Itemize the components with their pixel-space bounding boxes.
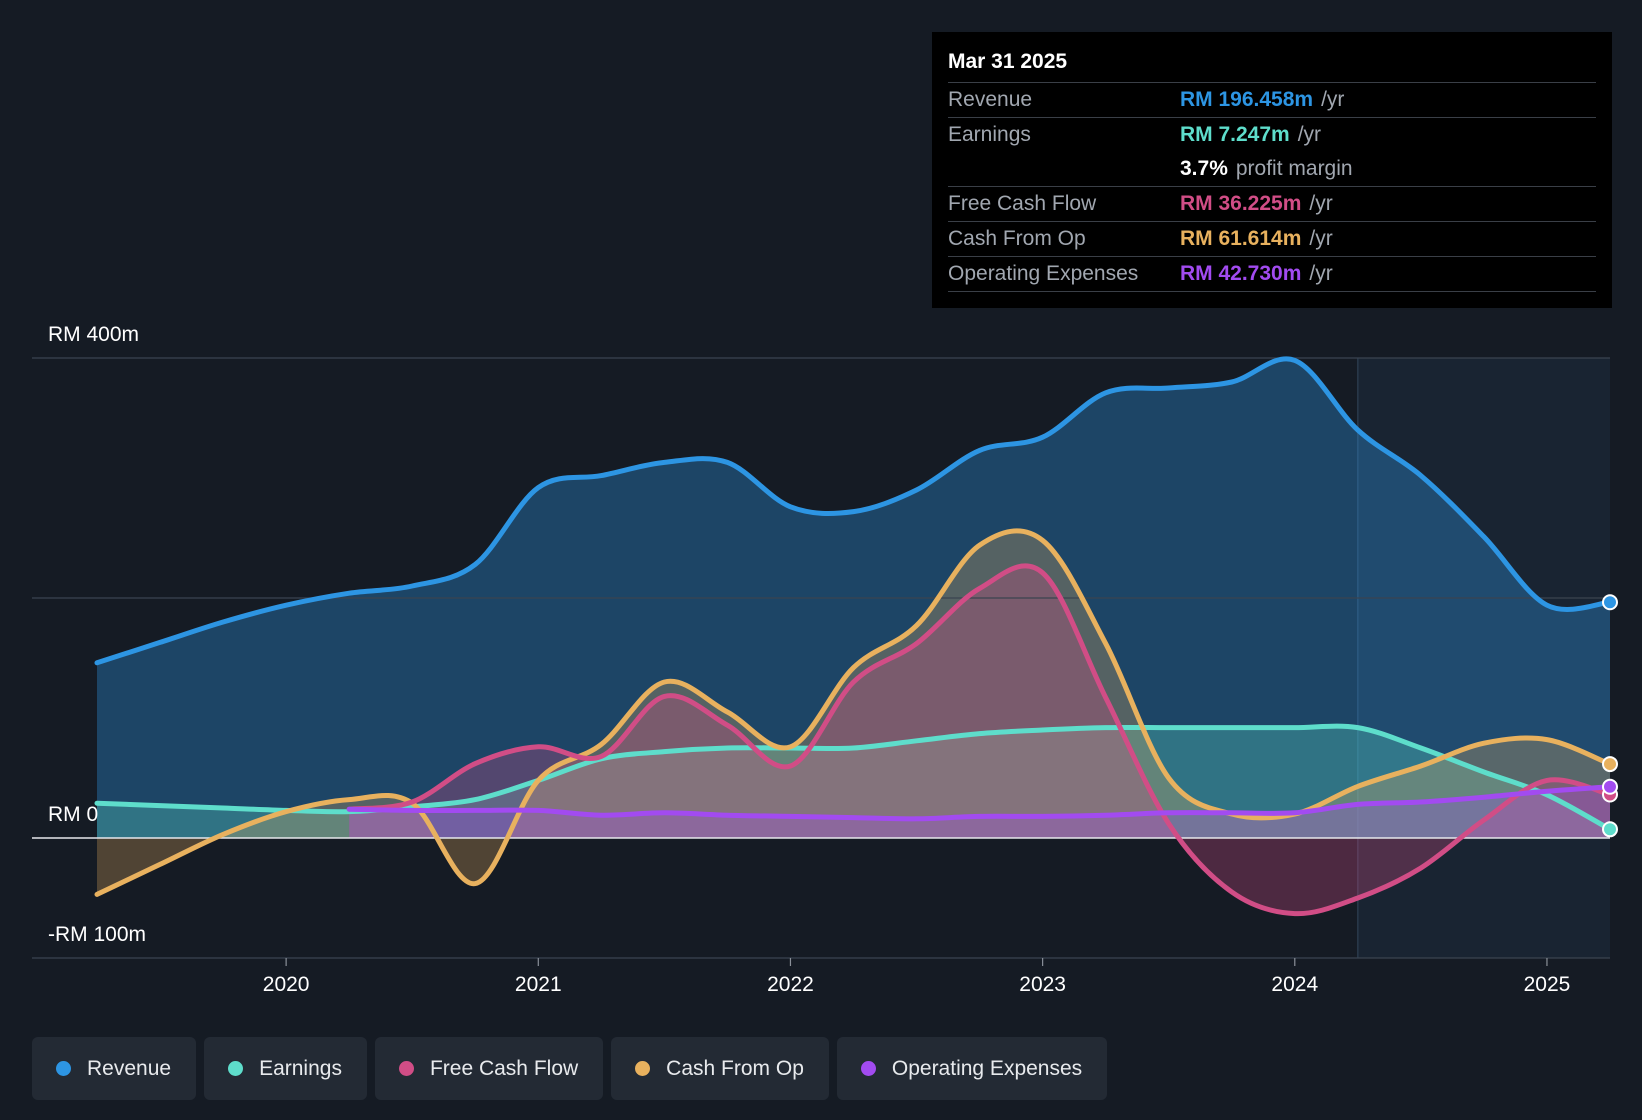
legend-label: Cash From Op <box>666 1056 804 1080</box>
legend-dot-icon <box>398 1061 414 1076</box>
cash-from-op-area <box>97 530 1610 895</box>
tooltip-value: RM 196.458m <box>1180 88 1314 111</box>
legend-item-revenue[interactable]: Revenue <box>32 1037 197 1100</box>
legend-label: Revenue <box>87 1056 172 1080</box>
operating-expenses-area <box>349 786 1611 838</box>
legend: Revenue Earnings Free Cash Flow Cash Fro… <box>32 1037 1108 1100</box>
tooltip: Mar 31 2025 Revenue RM 196.458m /yr Earn… <box>932 32 1612 308</box>
cash-from-op-end-point <box>1602 756 1618 773</box>
tooltip-value: RM 7.247m <box>1180 123 1290 146</box>
tooltip-row-operating-expenses: Operating Expenses RM 42.730m /yr <box>948 256 1596 291</box>
tooltip-date: Mar 31 2025 <box>948 50 1068 73</box>
tooltip-label: Operating Expenses <box>948 262 1139 285</box>
revenue-line <box>94 356 1613 666</box>
tooltip-divider <box>948 291 1596 292</box>
tooltip-label: Cash From Op <box>948 227 1086 250</box>
x-tick-label: 2024 <box>1271 973 1318 996</box>
free-cash-flow-line <box>346 563 1613 917</box>
tooltip-row-revenue: Revenue RM 196.458m /yr <box>948 82 1596 117</box>
y-label-top: RM 400m <box>48 323 139 346</box>
x-tick-label: 2025 <box>1524 973 1571 996</box>
tooltip-row-cash-from-op: Cash From Op RM 61.614m /yr <box>948 221 1596 256</box>
legend-item-operating-expenses[interactable]: Operating Expenses <box>836 1037 1108 1100</box>
tooltip-value: RM 61.614m <box>1180 227 1302 250</box>
tooltip-unit: /yr <box>1297 123 1322 146</box>
operating-expenses-line <box>346 784 1613 822</box>
tooltip-unit: /yr <box>1309 227 1333 250</box>
x-tick-label: 2022 <box>767 973 814 996</box>
legend-label: Earnings <box>259 1056 342 1080</box>
tooltip-unit: /yr <box>1309 192 1333 215</box>
tooltip-unit: profit margin <box>1235 157 1353 180</box>
tooltip-label: Revenue <box>948 88 1033 111</box>
legend-dot-icon <box>228 1061 244 1076</box>
y-label-bottom: -RM 100m <box>48 923 146 946</box>
legend-dot-icon <box>860 1061 876 1076</box>
legend-item-earnings[interactable]: Earnings <box>204 1037 367 1100</box>
tooltip-value: 3.7% <box>1180 157 1228 180</box>
tooltip-unit: /yr <box>1309 262 1333 285</box>
free-cash-flow-area <box>349 565 1611 914</box>
tooltip-value: RM 42.730m <box>1180 262 1302 285</box>
x-tick-label: 2021 <box>515 973 562 996</box>
revenue-end-point <box>1602 594 1618 611</box>
legend-label: Free Cash Flow <box>429 1056 579 1080</box>
tooltip-label: Earnings <box>948 123 1031 146</box>
x-tick-label: 2023 <box>1019 973 1066 996</box>
tooltip-value: RM 36.225m <box>1180 192 1302 215</box>
cash-from-op-line <box>94 528 1613 897</box>
tooltip-row-free-cash-flow: Free Cash Flow RM 36.225m /yr <box>948 186 1596 221</box>
earnings-end-point <box>1602 821 1618 838</box>
legend-dot-icon <box>635 1061 651 1076</box>
legend-dot-icon <box>56 1061 71 1076</box>
legend-item-free-cash-flow[interactable]: Free Cash Flow <box>374 1037 604 1100</box>
y-label-zero: RM 0 <box>48 803 98 826</box>
tooltip-label: Free Cash Flow <box>948 192 1097 215</box>
operating-expenses-end-point <box>1602 778 1618 795</box>
legend-item-cash-from-op[interactable]: Cash From Op <box>611 1037 829 1100</box>
tooltip-row-profit-margin: 3.7% profit margin <box>948 152 1596 186</box>
x-tick-label: 2020 <box>263 973 310 996</box>
tooltip-unit: /yr <box>1321 88 1345 111</box>
tooltip-row-earnings: Earnings RM 7.247m /yr <box>948 117 1596 152</box>
legend-label: Operating Expenses <box>891 1056 1083 1080</box>
